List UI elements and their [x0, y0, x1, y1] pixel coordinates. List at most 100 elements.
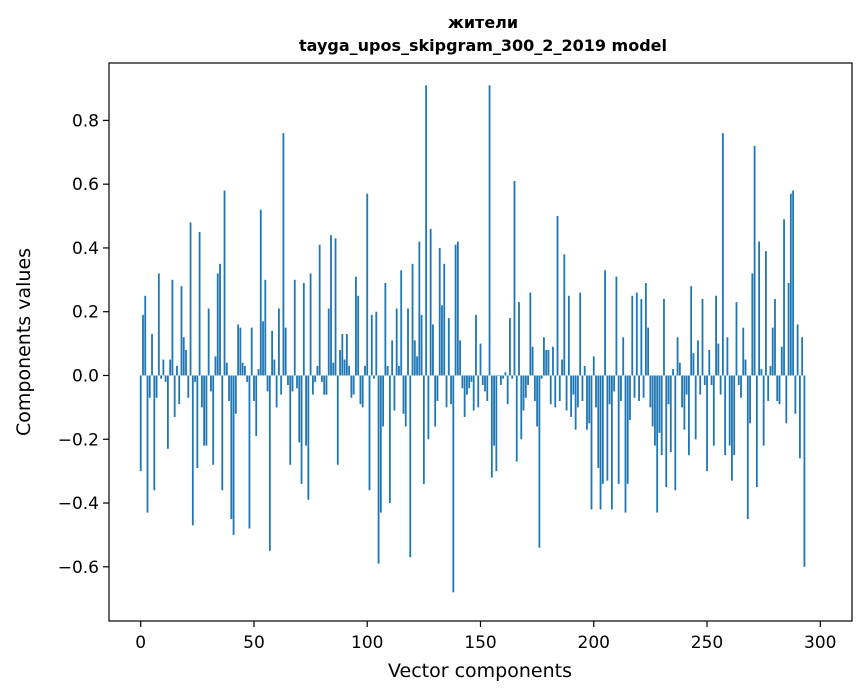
bar — [597, 375, 600, 468]
bar — [796, 324, 799, 376]
bar — [230, 375, 233, 519]
bar — [642, 375, 645, 398]
bar — [706, 375, 708, 472]
bar — [359, 375, 362, 405]
bar — [298, 375, 301, 443]
bar — [692, 353, 695, 376]
bar — [402, 375, 405, 414]
bar — [635, 292, 638, 376]
bar — [787, 283, 790, 376]
bar — [592, 356, 595, 376]
bar — [191, 375, 194, 526]
bar — [708, 349, 711, 376]
bar — [325, 375, 328, 395]
bar — [318, 244, 321, 376]
bar — [264, 279, 267, 376]
bar — [613, 375, 616, 392]
bar — [561, 359, 563, 376]
bar — [200, 375, 203, 408]
bar — [398, 365, 400, 376]
bar — [212, 375, 215, 465]
chart-title: жители — [448, 13, 518, 32]
bar — [205, 375, 208, 446]
bar — [404, 375, 407, 427]
bar — [479, 343, 482, 376]
bar — [284, 327, 287, 376]
bar — [139, 375, 142, 472]
bar — [422, 375, 425, 484]
bar — [481, 375, 484, 386]
bar — [155, 375, 158, 398]
bar — [724, 375, 727, 456]
bar — [237, 324, 240, 376]
bar — [377, 375, 380, 564]
bar — [740, 375, 742, 398]
bar — [556, 216, 559, 376]
bar — [601, 375, 604, 484]
bar — [610, 375, 613, 510]
bar — [178, 375, 181, 405]
bar — [447, 318, 450, 376]
bar — [225, 362, 228, 376]
bar — [715, 295, 717, 376]
bar — [579, 292, 582, 376]
bar — [332, 362, 335, 376]
bar — [280, 375, 283, 395]
bar — [617, 375, 620, 484]
bar — [355, 276, 357, 376]
bar — [755, 375, 758, 488]
bar — [735, 302, 738, 376]
bar — [531, 346, 534, 376]
bar — [157, 273, 160, 376]
bar — [744, 359, 747, 376]
bar — [146, 375, 149, 513]
bar — [801, 337, 804, 376]
bar — [660, 375, 663, 456]
bar — [438, 247, 441, 376]
bar — [608, 375, 611, 405]
bar — [626, 375, 629, 484]
bar — [282, 133, 285, 376]
bar — [649, 375, 652, 408]
bar — [676, 337, 679, 376]
bar — [311, 375, 314, 395]
bar — [717, 343, 720, 376]
bar — [733, 375, 736, 456]
bar — [144, 295, 147, 376]
plot-frame — [108, 62, 853, 622]
bar — [436, 375, 439, 401]
bar — [277, 308, 280, 376]
bar — [703, 375, 706, 386]
bar — [443, 263, 446, 376]
bar — [164, 375, 167, 382]
bar — [742, 327, 745, 376]
bar — [427, 375, 430, 440]
bar — [683, 375, 686, 430]
bar — [688, 375, 690, 456]
x-tick-label: 50 — [243, 633, 265, 653]
bar — [214, 356, 217, 376]
bar — [654, 375, 656, 446]
bar — [651, 375, 654, 427]
chart-subtitle: tayga_upos_skipgram_300_2_2019 model — [299, 36, 667, 55]
bar — [182, 337, 185, 376]
bar — [463, 375, 466, 417]
bar — [416, 356, 418, 376]
bar — [345, 334, 348, 376]
bar — [509, 318, 511, 376]
bar — [255, 375, 258, 437]
bar — [151, 334, 153, 376]
bar — [581, 375, 584, 401]
bar — [219, 263, 221, 376]
bar — [488, 85, 491, 376]
bar — [502, 375, 505, 379]
bar — [300, 375, 303, 484]
bar — [248, 375, 251, 529]
bar — [620, 375, 622, 401]
bar — [780, 346, 783, 376]
bar — [647, 327, 650, 376]
bar — [685, 375, 688, 395]
x-tick-label: 200 — [578, 633, 610, 653]
bar — [323, 375, 326, 395]
bar — [228, 375, 230, 401]
